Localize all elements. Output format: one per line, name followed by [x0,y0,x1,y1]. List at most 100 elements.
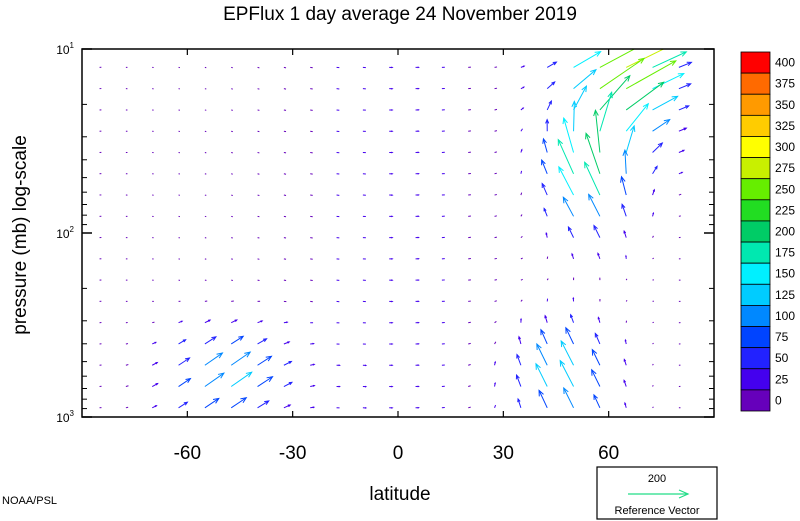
flux-vector-head [391,279,394,282]
flux-vector-head [571,252,574,256]
flux-vector-head [265,355,273,362]
flux-vector [652,235,654,238]
flux-vector-head [590,68,597,76]
flux-vector-head [391,343,394,345]
flux-vector [536,343,548,366]
flux-vector-head [364,407,368,409]
flux-vector-head [680,171,684,174]
colorbar-label: 0 [775,393,782,407]
flux-vector-head [623,229,627,234]
flux-vector-head [185,377,192,384]
flux-vector-head [417,364,420,367]
flux-vector [230,397,247,409]
flux-vector [652,51,687,68]
flux-vector [543,208,548,217]
flux-vector-head [652,211,655,215]
flux-vector-head [391,194,394,196]
flux-vector-head [686,83,692,88]
flux-vector [625,60,677,90]
flux-vector-head [182,339,187,343]
flux-vector [178,339,186,345]
colorbar-label: 25 [775,372,789,386]
flux-vector [516,374,522,387]
flux-vector [594,333,601,345]
flux-vector-head [538,389,544,397]
colorbar-swatch [740,241,771,264]
flux-vector [125,406,129,409]
flux-vector-head [620,175,626,183]
flux-vector-head [677,72,685,79]
flux-vector-head [623,358,627,362]
reference-vector-arrowhead [678,489,690,499]
flux-vector [541,159,548,174]
colorbar-swatch [740,199,771,222]
vector-field [99,49,693,409]
flux-vector [542,138,548,153]
flux-vector [591,369,601,387]
flux-vector-head [565,326,571,334]
colorbar-label: 225 [775,203,795,217]
flux-vector [494,300,497,302]
flux-vector-head [517,397,521,403]
flux-vector [652,406,654,409]
flux-vector-head [515,373,520,380]
flux-vector-head [548,99,552,105]
flux-vector [520,214,523,217]
flux-vector-head [417,172,420,175]
flux-vector [230,335,244,345]
colorbar-swatch [740,262,771,285]
flux-vector-head [338,385,341,388]
flux-vector [625,81,665,111]
flux-vector [573,69,597,90]
colorbar-swatch [740,157,771,180]
flux-vector [584,162,601,196]
flux-vector-head [245,371,253,378]
flux-vector-head [545,231,548,235]
flux-vector [652,384,654,387]
flux-vector [625,278,628,281]
reference-label: Reference Vector [615,505,700,517]
flux-vector-head [417,300,420,303]
flux-vector [204,372,225,387]
flux-vector [257,338,267,345]
flux-vector-head [417,215,420,218]
flux-vector-head [391,385,394,388]
flux-vector [563,118,575,153]
flux-vector [494,194,497,196]
flux-vector-head [680,51,688,57]
flux-vector-head [417,257,420,260]
x-tick-label: -30 [279,443,306,464]
flux-vector [152,321,155,324]
flux-vector-head [663,118,671,125]
y-axis-ticks: 101 102 103 [56,41,714,425]
flux-vector [678,127,687,132]
flux-vector-head [536,342,542,351]
flux-vector-head [571,100,578,108]
flux-vector [599,49,636,68]
flux-vector [468,385,471,387]
flux-vector-head [391,109,394,111]
x-tick-label: 60 [598,443,619,464]
flux-vector-head [682,149,686,153]
chart-title: EPFlux 1 day average 24 November 2019 [223,4,577,25]
flux-vector-head [588,193,594,201]
flux-vector [652,363,654,366]
flux-vector-head [591,368,597,376]
flux-vector-head [543,207,547,212]
flux-vector-head [207,319,212,322]
colorbar-label: 300 [775,140,795,154]
flux-vector [567,226,575,238]
flux-vector [520,299,523,302]
flux-vector-head [286,321,289,324]
flux-vector [652,142,663,153]
flux-vector-head [287,341,291,344]
flux-vector-head [417,406,420,409]
flux-vector [620,176,627,196]
flux-vector [204,397,220,409]
flux-vector-head [516,353,521,359]
flux-vector-head [154,405,158,408]
flux-vector-head [364,364,368,367]
flux-vector [560,340,575,366]
flux-vector-head [391,321,394,324]
